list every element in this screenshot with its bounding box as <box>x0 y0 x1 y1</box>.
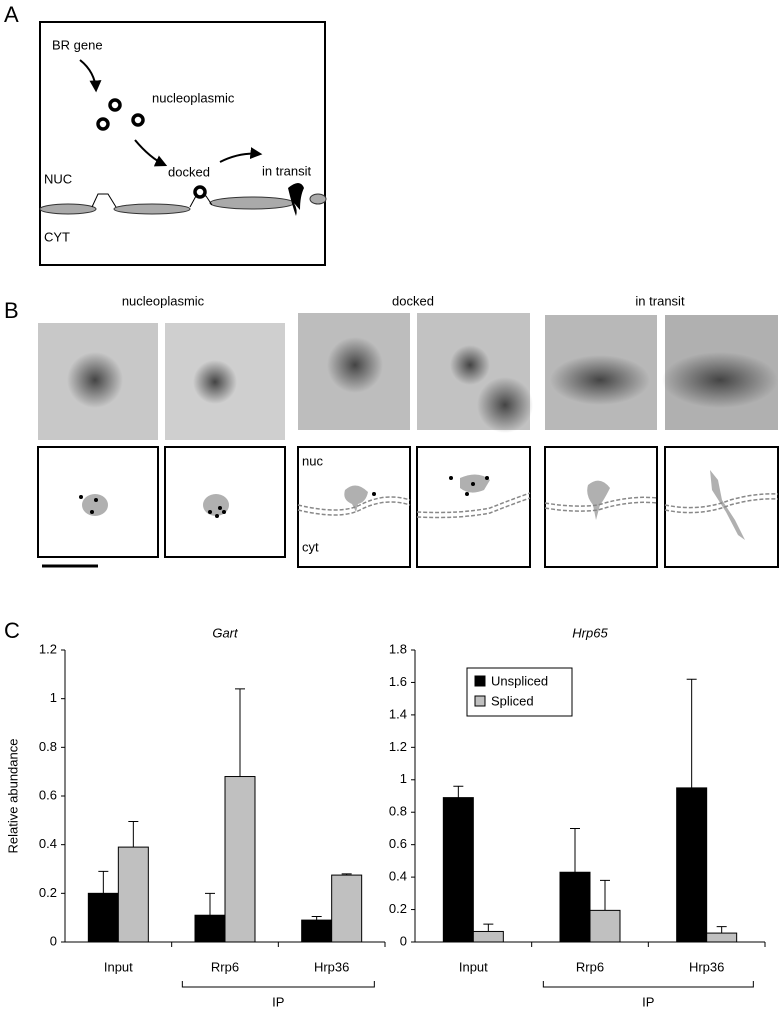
bar <box>331 874 363 943</box>
panel-label: A <box>4 2 19 27</box>
y-axis-label: Relative abundance <box>5 739 20 854</box>
bar <box>589 909 621 943</box>
group-label: IP <box>642 994 654 1009</box>
chart-title: Hrp65 <box>572 625 608 640</box>
bar <box>301 919 333 943</box>
y-tick-label: 0 <box>50 933 57 948</box>
arrow <box>79 59 102 93</box>
label: CYT <box>44 229 70 244</box>
label: nucleoplasmic <box>152 90 235 105</box>
y-tick-label: 0 <box>400 933 407 948</box>
y-tick-label: 0.8 <box>389 804 407 819</box>
error-bar <box>311 915 322 921</box>
x-tick-label: Rrp6 <box>211 959 239 974</box>
group-label: IP <box>272 994 284 1009</box>
legend-label: Spliced <box>491 693 534 708</box>
bar <box>676 787 708 943</box>
error-bar <box>600 879 610 911</box>
y-tick-label: 0.2 <box>389 901 407 916</box>
pore <box>189 195 213 208</box>
column-title: nucleoplasmic <box>122 293 205 308</box>
label: in transit <box>262 163 312 178</box>
bar <box>87 892 119 943</box>
y-tick-label: 0.2 <box>39 885 57 900</box>
group-bracket <box>542 981 754 988</box>
y-tick-label: 1.4 <box>389 706 407 721</box>
sketch-frames <box>37 446 779 568</box>
bar <box>224 776 256 943</box>
bar <box>706 932 738 943</box>
y-tick-label: 0.6 <box>39 787 57 802</box>
y-tick-label: 0.4 <box>39 836 57 851</box>
bar <box>442 797 474 943</box>
micrographs <box>38 313 778 440</box>
arrow <box>134 139 168 167</box>
panel-label: C <box>4 618 20 643</box>
label: BR gene <box>52 37 103 52</box>
error-bar <box>686 678 697 788</box>
legend-swatch <box>474 675 486 687</box>
bar <box>472 930 504 943</box>
error-bar <box>716 926 727 934</box>
x-tick-label: Input <box>459 959 488 974</box>
panel-label: B <box>4 298 19 323</box>
panel-b: nucleoplasmic docked in transit <box>37 293 779 568</box>
x-tick-label: Input <box>104 959 133 974</box>
y-tick-label: 1.2 <box>389 739 407 754</box>
y-tick-label: 1.2 <box>39 641 57 656</box>
bar <box>559 871 591 943</box>
column-title: docked <box>392 293 434 308</box>
error-bar <box>570 827 580 873</box>
column-title: in transit <box>635 293 685 308</box>
group-bracket <box>181 981 375 988</box>
y-tick-label: 1.8 <box>389 641 407 656</box>
pore <box>91 193 117 208</box>
error-bar <box>128 821 139 848</box>
bar <box>194 914 226 943</box>
sketch-label: cyt <box>302 539 319 554</box>
in-transit-particle <box>288 183 304 216</box>
label: NUC <box>44 171 72 186</box>
error-bar <box>205 892 215 916</box>
error-bar <box>98 870 109 894</box>
panel-a: BR gene nucleoplasmic docked in transit … <box>39 21 327 266</box>
y-tick-label: 0.4 <box>389 869 407 884</box>
error-bar <box>483 923 494 932</box>
legend-swatch <box>474 695 486 707</box>
bar <box>117 846 149 943</box>
nuclear-envelope <box>297 492 779 519</box>
y-tick-label: 0.6 <box>389 836 407 851</box>
y-tick-label: 0.8 <box>39 739 57 754</box>
error-bar <box>235 688 245 777</box>
sketch-label: nuc <box>302 453 323 468</box>
granules <box>96 98 207 199</box>
envelope <box>39 193 327 215</box>
arrow <box>219 147 263 163</box>
frame <box>39 21 326 266</box>
y-tick-label: 1 <box>400 771 407 786</box>
chart-title: Gart <box>212 625 239 640</box>
error-bar <box>453 785 464 798</box>
sketch-dots <box>79 476 489 518</box>
x-tick-label: Hrp36 <box>314 959 349 974</box>
error-bar <box>341 873 352 876</box>
legend-label: Unspliced <box>491 673 548 688</box>
y-tick-label: 1 <box>50 690 57 705</box>
sketch-particles <box>82 470 745 540</box>
x-tick-label: Rrp6 <box>576 959 604 974</box>
x-tick-label: Hrp36 <box>689 959 724 974</box>
label: docked <box>168 164 210 179</box>
y-tick-label: 1.6 <box>389 674 407 689</box>
